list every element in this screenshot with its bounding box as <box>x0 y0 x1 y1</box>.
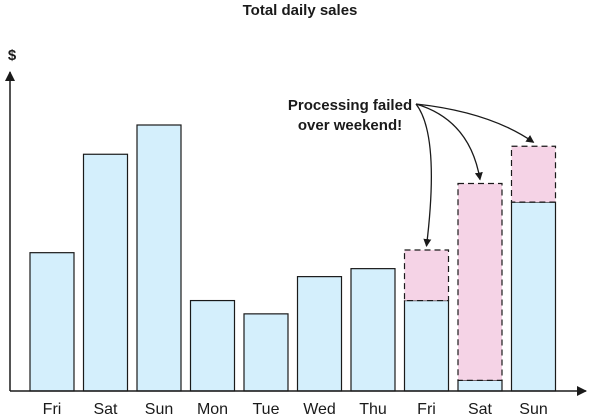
annotation-arrows <box>415 103 535 248</box>
chart-title: Total daily sales <box>243 2 358 19</box>
x-tick-label: Thu <box>359 401 387 416</box>
bars <box>29 124 557 392</box>
bar-recorded <box>296 276 343 392</box>
annotation-line: over weekend! <box>298 117 402 134</box>
annotation-arrow <box>415 103 535 143</box>
bar-recorded <box>82 153 129 392</box>
bar-recorded <box>189 299 236 392</box>
x-tick-label: Sat <box>468 401 493 416</box>
bar-recorded <box>29 252 75 392</box>
axes <box>4 71 587 396</box>
x-tick-label: Sun <box>519 401 547 416</box>
bar-recorded <box>457 379 503 392</box>
x-tick-label: Mon <box>197 401 228 416</box>
annotation-arrow <box>415 103 483 181</box>
x-tick-labels: Fri Sat Sun Mon Tue Wed Thu Fri Sat Sun <box>43 401 548 416</box>
x-tick-label: Fri <box>43 401 62 416</box>
bar-missing <box>457 182 503 381</box>
bar-missing <box>510 145 557 203</box>
x-tick-label: Sat <box>93 401 118 416</box>
annotation-arrow <box>415 103 432 248</box>
x-tick-label: Sun <box>145 401 173 416</box>
x-tick-label: Tue <box>253 401 280 416</box>
bar-recorded <box>510 201 557 392</box>
bar-recorded <box>136 124 182 392</box>
bar-recorded <box>403 299 450 392</box>
bar-recorded <box>243 313 289 392</box>
x-tick-label: Wed <box>303 401 336 416</box>
annotation-line: Processing failed <box>288 97 412 114</box>
annotation-text: Processing failed over weekend! <box>288 97 412 134</box>
y-axis-label: $ <box>8 47 17 64</box>
bar-recorded <box>350 268 396 392</box>
x-tick-label: Fri <box>417 401 436 416</box>
bar-missing <box>403 249 450 302</box>
